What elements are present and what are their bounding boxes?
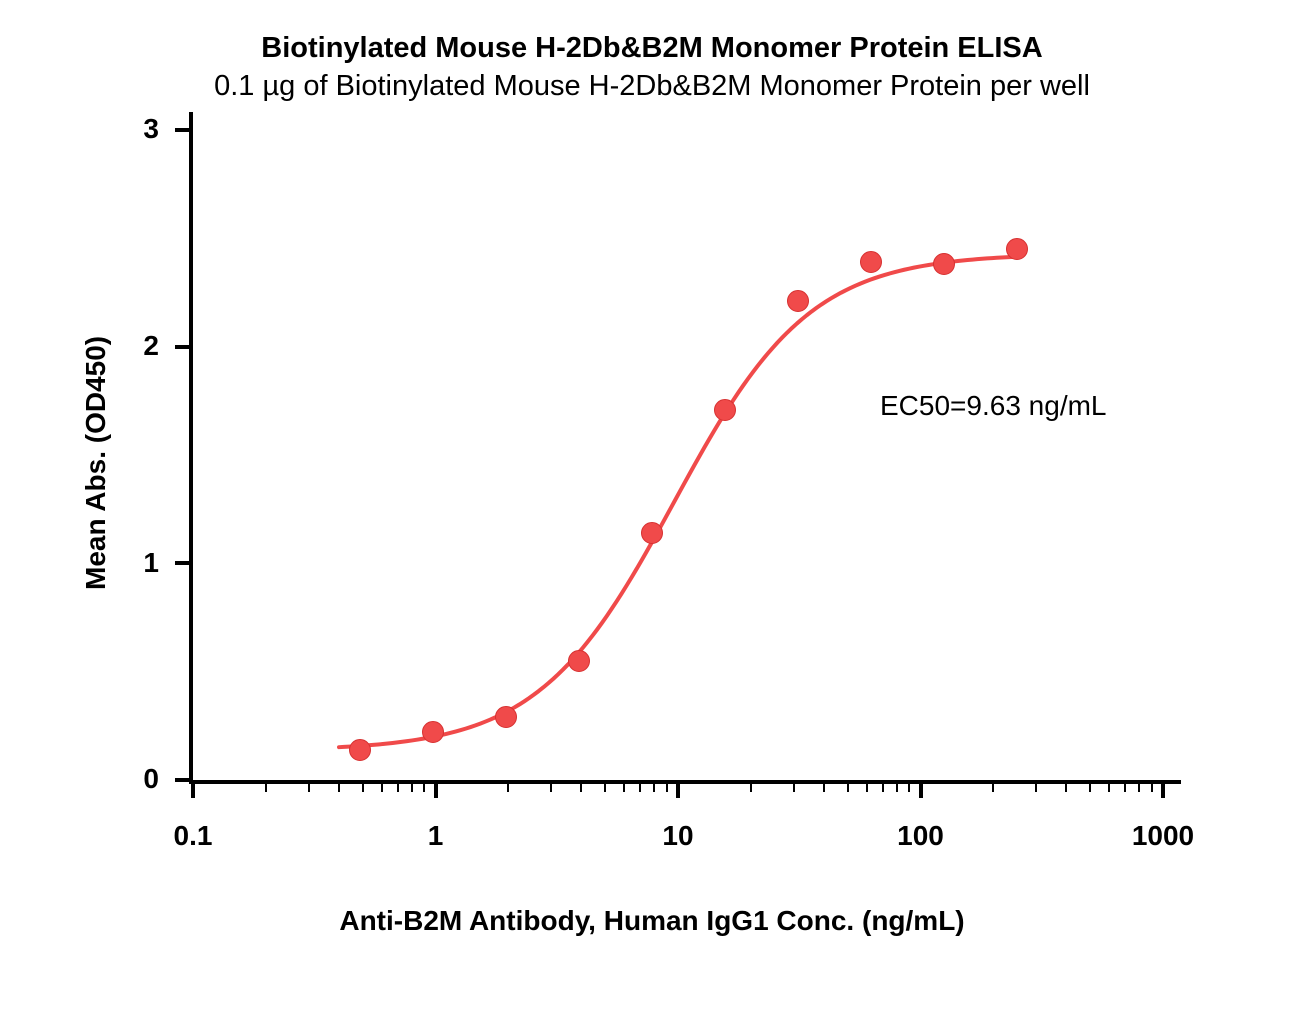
- x-tick: [676, 784, 680, 798]
- x-minor-tick: [847, 784, 849, 792]
- y-tick: [175, 345, 189, 349]
- fit-curve: [193, 130, 1163, 780]
- data-point: [422, 721, 444, 743]
- x-minor-tick: [1151, 784, 1153, 792]
- x-tick: [434, 784, 438, 798]
- x-minor-tick: [411, 784, 413, 792]
- y-tick-label: 3: [99, 113, 159, 145]
- x-axis-label: Anti-B2M Antibody, Human IgG1 Conc. (ng/…: [0, 905, 1304, 937]
- x-minor-tick: [896, 784, 898, 792]
- chart-subtitle: 0.1 µg of Biotinylated Mouse H-2Db&B2M M…: [0, 70, 1304, 103]
- x-minor-tick: [639, 784, 641, 792]
- chart-title: Biotinylated Mouse H-2Db&B2M Monomer Pro…: [0, 32, 1304, 65]
- y-tick: [175, 778, 189, 782]
- data-point: [1006, 238, 1028, 260]
- x-minor-tick: [1035, 784, 1037, 792]
- x-tick-label: 100: [861, 820, 981, 852]
- x-minor-tick: [750, 784, 752, 792]
- x-minor-tick: [623, 784, 625, 792]
- x-minor-tick: [1065, 784, 1067, 792]
- y-tick-label: 1: [99, 547, 159, 579]
- y-tick: [175, 561, 189, 565]
- x-minor-tick: [604, 784, 606, 792]
- x-minor-tick: [1138, 784, 1140, 792]
- x-minor-tick: [362, 784, 364, 792]
- x-minor-tick: [1124, 784, 1126, 792]
- plot-area: EC50=9.63 ng/mL 01230.11101001000: [193, 130, 1163, 780]
- x-minor-tick: [308, 784, 310, 792]
- x-minor-tick: [1089, 784, 1091, 792]
- x-minor-tick: [1108, 784, 1110, 792]
- x-tick-label: 10: [618, 820, 738, 852]
- y-tick-label: 2: [99, 330, 159, 362]
- x-minor-tick: [423, 784, 425, 792]
- data-point: [641, 522, 663, 544]
- x-tick: [919, 784, 923, 798]
- ec50-annotation: EC50=9.63 ng/mL: [880, 390, 1107, 422]
- x-minor-tick: [265, 784, 267, 792]
- x-minor-tick: [823, 784, 825, 792]
- data-point: [860, 251, 882, 273]
- data-point: [568, 650, 590, 672]
- x-tick-label: 1000: [1103, 820, 1223, 852]
- x-tick-label: 0.1: [133, 820, 253, 852]
- data-point: [349, 739, 371, 761]
- x-minor-tick: [550, 784, 552, 792]
- x-tick: [1161, 784, 1165, 798]
- y-tick: [175, 128, 189, 132]
- data-point: [933, 253, 955, 275]
- x-minor-tick: [908, 784, 910, 792]
- x-minor-tick: [882, 784, 884, 792]
- x-minor-tick: [793, 784, 795, 792]
- x-minor-tick: [507, 784, 509, 792]
- x-minor-tick: [866, 784, 868, 792]
- x-minor-tick: [653, 784, 655, 792]
- x-minor-tick: [397, 784, 399, 792]
- figure-canvas: Biotinylated Mouse H-2Db&B2M Monomer Pro…: [0, 0, 1304, 1032]
- data-point: [714, 399, 736, 421]
- data-point: [787, 290, 809, 312]
- x-tick: [191, 784, 195, 798]
- x-minor-tick: [992, 784, 994, 792]
- data-point: [495, 706, 517, 728]
- y-tick-label: 0: [99, 763, 159, 795]
- x-minor-tick: [580, 784, 582, 792]
- x-minor-tick: [666, 784, 668, 792]
- x-tick-label: 1: [376, 820, 496, 852]
- x-minor-tick: [338, 784, 340, 792]
- x-minor-tick: [381, 784, 383, 792]
